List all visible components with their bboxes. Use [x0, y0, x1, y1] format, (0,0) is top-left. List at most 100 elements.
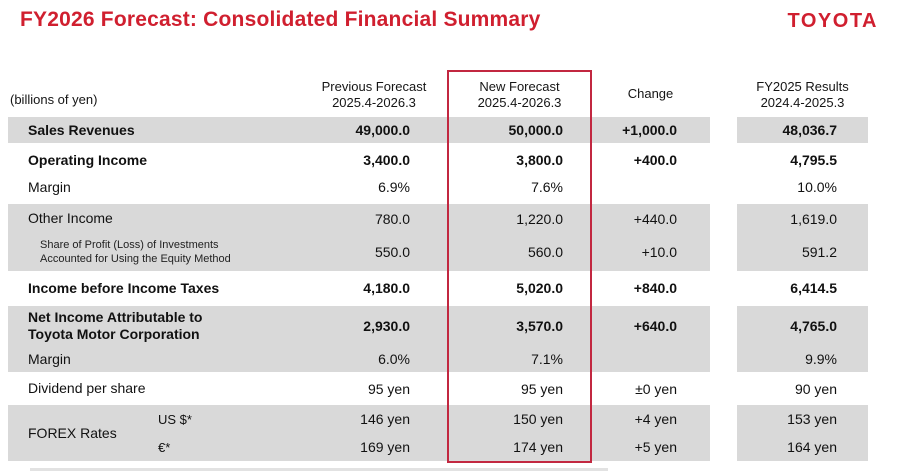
forex-previous-values: 146 yen 169 yen	[300, 405, 448, 461]
forex-section: FOREX Rates US $* €* 146 yen 169 yen 150 yen 1…	[8, 405, 868, 461]
cell-change	[591, 346, 710, 372]
row-main: Margin 6.9% 7.6%	[8, 173, 710, 201]
row-main: FOREX Rates US $* €* 146 yen 169 yen 150 yen 1…	[8, 405, 710, 461]
column-gap	[710, 306, 737, 346]
col-header-fy2025-results: FY2025 Results 2024.4-2025.3	[737, 75, 868, 115]
cell-previous-forecast: 550.0	[374, 244, 410, 260]
unit-note: (billions of yen)	[10, 92, 98, 107]
column-gap	[710, 346, 737, 372]
cell-fy2025-results: 4,765.0	[737, 306, 868, 346]
row-label-text: Share of Profit (Loss) of Investments	[40, 239, 219, 251]
col-header-text: 2025.4-2026.3	[332, 95, 416, 110]
cell-change: +1,000.0	[622, 122, 677, 138]
row-label: Income before Income Taxes	[8, 273, 300, 303]
row-label: Margin	[8, 346, 300, 372]
table-row: Dividend per share 95 yen 95 yen ±0 yen 90 y…	[8, 375, 868, 402]
table-row: Income before Income Taxes 4,180.0 5,020.0…	[8, 273, 868, 303]
forex-fy2025-values: 153 yen 164 yen	[737, 405, 868, 461]
cell-previous-forecast: 6.9%	[378, 179, 410, 195]
cell-new-forecast: 7.6%	[531, 179, 563, 195]
column-gap	[710, 173, 737, 201]
column-gap	[710, 204, 737, 233]
row-main: Income before Income Taxes 4,180.0 5,020.0…	[8, 273, 710, 303]
row-label-text: Margin	[28, 178, 71, 195]
toyota-wordmark: TOYOTA	[787, 10, 878, 32]
forex-label-column: FOREX Rates US $* €*	[8, 405, 300, 461]
row-label-text: Margin	[28, 350, 71, 367]
cell-change: +840.0	[633, 280, 677, 296]
col-header-text: FY2025 Results	[756, 79, 849, 94]
row-label-text: Dividend per share	[28, 380, 146, 396]
cell-previous-forecast: 49,000.0	[355, 122, 411, 138]
row-label-text: Income before Income Taxes	[28, 279, 220, 296]
cell-previous-forecast: 780.0	[374, 210, 410, 227]
cell-previous-forecast: 4,180.0	[363, 280, 410, 296]
cell-new-forecast: 95 yen	[520, 380, 563, 397]
cell-previous-forecast: 169 yen	[360, 439, 410, 455]
cell-new-forecast: 3,570.0	[516, 318, 563, 334]
row-main: Net Income Attributable to Toyota Motor C…	[8, 306, 710, 346]
forex-currencies: US $* €*	[158, 405, 192, 461]
cell-change: +440.0	[633, 210, 677, 227]
forex-new-values: 150 yen 174 yen	[448, 405, 591, 461]
row-main: Share of Profit (Loss) of Investments Acc…	[8, 233, 710, 271]
row-label-text: Other Income	[28, 210, 113, 226]
cell-new-forecast: 50,000.0	[508, 122, 564, 138]
row-main: Margin 6.0% 7.1%	[8, 346, 710, 372]
column-gap	[710, 147, 737, 173]
table-row: Operating Income 3,400.0 3,800.0 +400.0 4,79…	[8, 147, 868, 173]
cell-fy2025-results: 9.9%	[737, 346, 868, 372]
table-header-row: (billions of yen) Previous Forecast 2025…	[8, 75, 868, 115]
cell-new-forecast: 7.1%	[531, 351, 563, 367]
cell-fy2025-results: 153 yen	[787, 411, 837, 427]
row-label-text: Toyota Motor Corporation	[28, 326, 200, 342]
column-gap	[710, 233, 737, 271]
table-row: Other Income 780.0 1,220.0 +440.0 1,619.0	[8, 204, 868, 233]
row-main: Other Income 780.0 1,220.0 +440.0	[8, 204, 710, 233]
col-header-previous-forecast: Previous Forecast 2025.4-2026.3	[300, 75, 448, 115]
forex-currency-label: €*	[158, 439, 171, 455]
cell-change: ±0 yen	[635, 380, 677, 397]
table-row: Sales Revenues 49,000.0 50,000.0 +1,000.0 48…	[8, 117, 868, 143]
cell-previous-forecast: 2,930.0	[363, 318, 410, 334]
cell-new-forecast: 174 yen	[513, 439, 563, 455]
cell-new-forecast: 5,020.0	[516, 280, 563, 296]
column-gap	[710, 405, 737, 461]
row-label-text: Operating Income	[28, 151, 148, 168]
cell-fy2025-results: 10.0%	[797, 179, 837, 195]
table-row: Margin 6.0% 7.1% 9.9%	[8, 346, 868, 372]
row-label: Margin	[8, 173, 300, 201]
cell-previous-forecast: 6.0%	[378, 351, 410, 367]
row-label: Sales Revenues	[8, 117, 300, 143]
cell-new-forecast: 150 yen	[513, 411, 563, 427]
cell-fy2025-results: 591.2	[737, 233, 868, 271]
page-title: FY2026 Forecast: Consolidated Financial …	[20, 8, 541, 31]
col-header-change: Change	[591, 75, 710, 115]
cell-change: +400.0	[633, 152, 677, 168]
cell-fy2025-results: 1,619.0	[737, 204, 868, 233]
row-label: Share of Profit (Loss) of Investments Acc…	[8, 233, 300, 271]
col-header-text: 2025.4-2026.3	[477, 95, 562, 110]
col-header-text: 2024.4-2025.3	[760, 95, 845, 110]
cell-previous-forecast: 95 yen	[367, 380, 410, 397]
cell-previous-forecast: 146 yen	[360, 411, 410, 427]
row-label-text: Net Income Attributable to	[28, 309, 203, 325]
row-label: Net Income Attributable to Toyota Motor C…	[8, 306, 300, 346]
cell-change: +5 yen	[634, 439, 677, 455]
table-row: Net Income Attributable to Toyota Motor C…	[8, 306, 868, 346]
cell-new-forecast: 560.0	[527, 244, 563, 260]
forex-label: FOREX Rates	[28, 425, 117, 441]
cell-change	[591, 173, 710, 201]
table-row: Margin 6.9% 7.6% 10.0%	[8, 173, 868, 201]
cell-fy2025-results: 90 yen	[794, 380, 837, 397]
row-label: Operating Income	[8, 147, 300, 173]
cell-change: +4 yen	[634, 411, 677, 427]
cell-fy2025-results: 6,414.5	[790, 280, 837, 296]
row-label-text: Sales Revenues	[28, 121, 135, 138]
row-label: Other Income	[8, 204, 300, 233]
column-gap	[710, 117, 737, 143]
column-gap	[710, 75, 737, 115]
cell-previous-forecast: 3,400.0	[363, 152, 410, 168]
row-main: Operating Income 3,400.0 3,800.0 +400.0	[8, 147, 710, 173]
row-main: Sales Revenues 49,000.0 50,000.0 +1,000.0	[8, 117, 710, 143]
